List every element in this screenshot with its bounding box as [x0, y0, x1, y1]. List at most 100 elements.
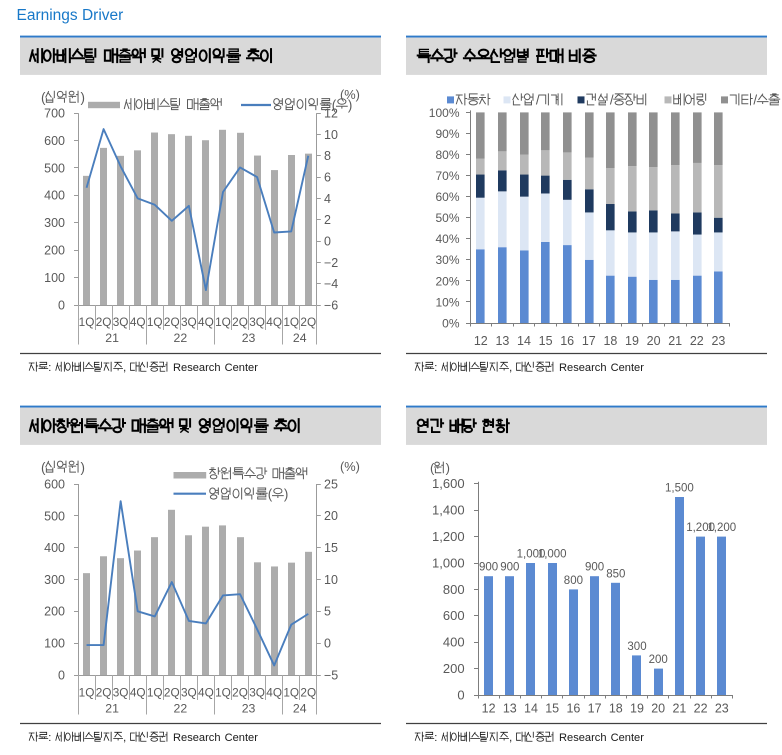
svg-text:15: 15: [539, 334, 553, 348]
svg-text:(: (: [41, 90, 46, 105]
svg-text:0%: 0%: [442, 316, 460, 330]
svg-text:1,000: 1,000: [538, 549, 567, 561]
svg-text:): ): [348, 97, 352, 112]
svg-text:,: ,: [123, 732, 126, 744]
svg-text:Center: Center: [225, 732, 259, 744]
svg-text:17: 17: [582, 334, 596, 348]
svg-text:14: 14: [524, 702, 538, 716]
svg-text:1,000: 1,000: [432, 555, 465, 570]
svg-text::: :: [48, 362, 51, 374]
svg-text:900: 900: [585, 562, 604, 574]
svg-text:6: 6: [324, 170, 331, 184]
svg-text:0: 0: [324, 234, 331, 248]
svg-text:/: /: [753, 93, 757, 108]
svg-text::: :: [434, 732, 437, 744]
svg-text:/: /: [536, 93, 540, 108]
svg-text:): ): [446, 461, 450, 476]
svg-text:3Q: 3Q: [181, 686, 197, 700]
svg-text:2Q: 2Q: [164, 315, 180, 329]
svg-text:100%: 100%: [429, 106, 460, 120]
svg-text:300: 300: [44, 216, 65, 230]
svg-text:2Q: 2Q: [300, 686, 316, 700]
svg-text:Center: Center: [611, 732, 645, 744]
svg-text:500: 500: [44, 509, 65, 523]
svg-text:20: 20: [647, 334, 661, 348]
svg-text:80%: 80%: [435, 148, 459, 162]
svg-text:3Q: 3Q: [113, 686, 129, 700]
svg-text:50%: 50%: [435, 211, 459, 225]
svg-text:1Q: 1Q: [215, 686, 231, 700]
svg-text:21: 21: [105, 702, 119, 716]
svg-text:23: 23: [711, 334, 725, 348]
svg-text:Center: Center: [225, 362, 259, 374]
svg-text:300: 300: [44, 573, 65, 587]
svg-text:600: 600: [44, 134, 65, 148]
svg-text:600: 600: [44, 477, 65, 491]
svg-text:400: 400: [44, 541, 65, 555]
svg-text:2Q: 2Q: [96, 315, 112, 329]
svg-text:200: 200: [44, 244, 65, 258]
svg-text:2Q: 2Q: [96, 686, 112, 700]
svg-text:200: 200: [649, 654, 668, 666]
svg-text:4Q: 4Q: [130, 686, 146, 700]
svg-text:900: 900: [479, 562, 498, 574]
svg-text:30%: 30%: [435, 253, 459, 267]
svg-text:Research: Research: [559, 362, 606, 374]
svg-text:(: (: [430, 461, 435, 476]
svg-text:20: 20: [324, 509, 338, 523]
svg-text:1,600: 1,600: [432, 476, 465, 491]
svg-text:/: /: [610, 93, 614, 108]
svg-text:24: 24: [293, 331, 307, 345]
svg-text:3Q: 3Q: [113, 315, 129, 329]
svg-text:100: 100: [44, 637, 65, 651]
svg-text:21: 21: [672, 702, 686, 716]
svg-text:3Q: 3Q: [249, 686, 265, 700]
svg-text:15: 15: [324, 541, 338, 555]
svg-text:850: 850: [606, 568, 625, 580]
svg-text:21: 21: [105, 331, 119, 345]
svg-text:22: 22: [173, 331, 187, 345]
svg-text:500: 500: [44, 161, 65, 175]
svg-text:22: 22: [694, 702, 708, 716]
svg-text:4Q: 4Q: [130, 315, 146, 329]
svg-text:0: 0: [58, 668, 65, 682]
svg-text:400: 400: [443, 635, 465, 650]
svg-text:−2: −2: [324, 256, 338, 270]
svg-text::: :: [48, 732, 51, 744]
svg-text:1Q: 1Q: [147, 315, 163, 329]
svg-text:Research: Research: [559, 732, 606, 744]
svg-text:−6: −6: [324, 298, 338, 312]
svg-text:60%: 60%: [435, 190, 459, 204]
svg-text:1,200: 1,200: [432, 529, 465, 544]
svg-text:Research: Research: [173, 362, 220, 374]
svg-text:100: 100: [44, 271, 65, 285]
svg-text:2Q: 2Q: [300, 315, 316, 329]
svg-text:): ): [80, 460, 84, 475]
svg-text:13: 13: [495, 334, 509, 348]
svg-text:10: 10: [324, 573, 338, 587]
svg-text:Earnings Driver: Earnings Driver: [17, 7, 124, 24]
svg-text:12: 12: [474, 334, 488, 348]
svg-text:300: 300: [627, 641, 646, 653]
svg-text:4Q: 4Q: [198, 686, 214, 700]
svg-text:23: 23: [242, 702, 256, 716]
svg-text:(: (: [268, 487, 273, 502]
svg-text:2: 2: [324, 213, 331, 227]
svg-text:10%: 10%: [435, 295, 459, 309]
svg-text:800: 800: [564, 575, 583, 587]
svg-text:24: 24: [293, 702, 307, 716]
svg-text:200: 200: [443, 661, 465, 676]
svg-text:19: 19: [630, 702, 644, 716]
svg-text:90%: 90%: [435, 127, 459, 141]
svg-text:4Q: 4Q: [198, 315, 214, 329]
svg-text:200: 200: [44, 605, 65, 619]
svg-text:18: 18: [603, 334, 617, 348]
svg-text:20: 20: [651, 702, 665, 716]
svg-text:(%): (%): [340, 459, 360, 474]
svg-text:700: 700: [44, 106, 65, 120]
svg-text:4Q: 4Q: [266, 315, 282, 329]
svg-text:16: 16: [566, 702, 580, 716]
svg-text:2Q: 2Q: [232, 315, 248, 329]
svg-text:−5: −5: [324, 668, 338, 682]
svg-text:13: 13: [503, 702, 517, 716]
